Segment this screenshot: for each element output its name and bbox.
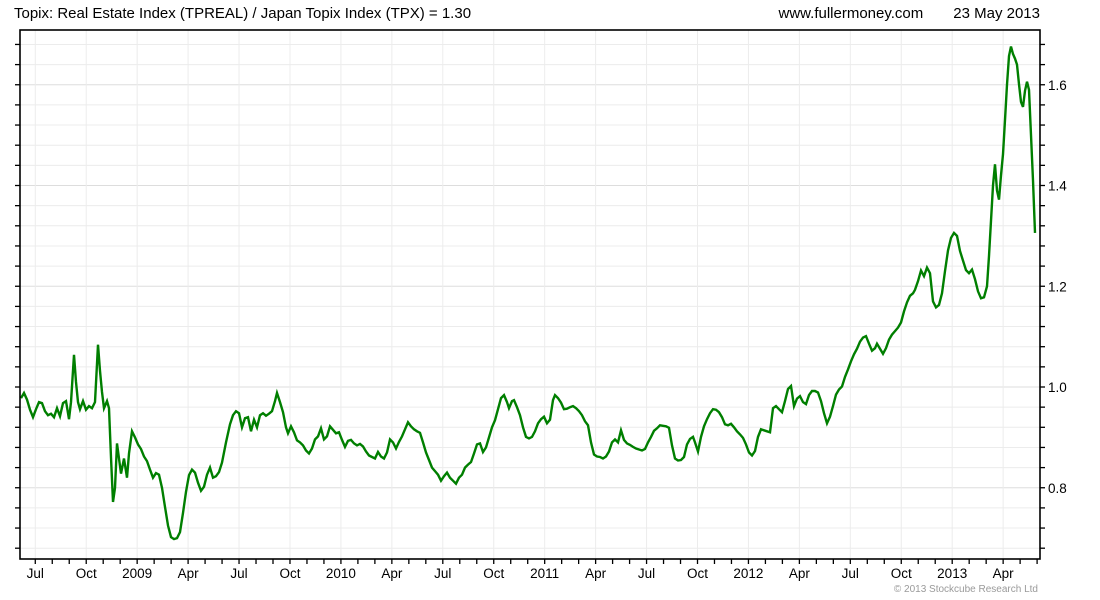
x-axis-label: 2011 [530, 566, 559, 581]
x-axis-label: Apr [381, 566, 403, 581]
x-axis-label: 2013 [937, 566, 967, 581]
y-axis-label: 1.6 [1048, 78, 1067, 93]
plot-border [19, 29, 1041, 560]
chart-title: Topix: Real Estate Index (TPREAL) / Japa… [14, 5, 472, 22]
y-axis-labels: 0.8 1.0 1.2 1.4 1.6 [1048, 78, 1067, 496]
ratio-line [19, 46, 1037, 541]
x-axis-labels: Jul Oct 2009 Apr Jul Oct 2010 Apr Jul Oct 2011 Apr J… [27, 566, 1014, 581]
x-axis-label: Jul [842, 566, 859, 581]
chart-date: 23 May 2013 [953, 5, 1040, 22]
y-axis-label: 0.8 [1048, 481, 1067, 496]
x-axis-label: Apr [585, 566, 607, 581]
axis-ticks [15, 43, 1045, 564]
x-axis-label: Jul [638, 566, 655, 581]
x-axis-label: Oct [687, 566, 708, 581]
site-link[interactable]: www.fullermoney.com [778, 5, 924, 22]
gridlines [20, 30, 1040, 559]
copyright-notice: © 2013 Stockcube Research Ltd [893, 584, 1038, 595]
x-axis-label: Oct [279, 566, 300, 581]
x-axis-label: Oct [891, 566, 912, 581]
y-axis-label: 1.0 [1048, 380, 1067, 395]
x-axis-label: Apr [178, 566, 200, 581]
chart-header-right: www.fullermoney.com 23 May 2013 [779, 5, 1041, 22]
x-axis-label: Apr [789, 566, 811, 581]
y-axis-label: 1.2 [1048, 279, 1067, 294]
x-axis-label: Apr [993, 566, 1015, 581]
x-axis-label: Jul [230, 566, 247, 581]
x-axis-label: Oct [76, 566, 97, 581]
y-axis-label: 1.4 [1048, 179, 1067, 194]
x-axis-label: 2010 [326, 566, 356, 581]
x-axis-label: Jul [27, 566, 44, 581]
x-axis-label: 2009 [122, 566, 152, 581]
x-axis-label: Oct [483, 566, 504, 581]
x-axis-label: 2012 [733, 566, 763, 581]
data-series [19, 46, 1037, 541]
x-axis-label: Jul [434, 566, 451, 581]
